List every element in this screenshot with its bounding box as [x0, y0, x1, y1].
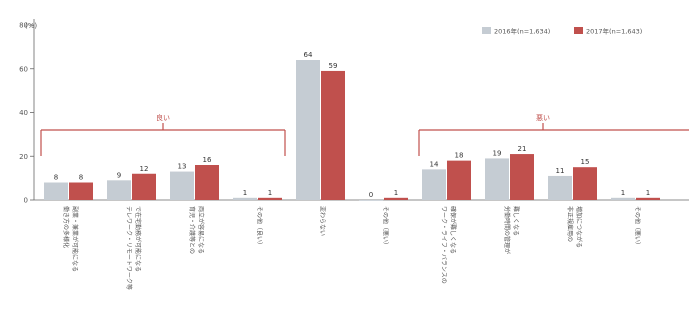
- bar-2017: [510, 154, 534, 200]
- category-label: 働き方の多様化: [62, 206, 70, 248]
- y-tick-label: 80: [19, 22, 28, 30]
- category-label: 非正規雇用の: [566, 206, 574, 242]
- bar-2017: [573, 167, 597, 200]
- value-label: 15: [581, 158, 590, 166]
- value-label: 1: [268, 189, 272, 197]
- category-label: で在宅勤務が可能になる: [134, 206, 142, 272]
- value-label: 1: [646, 189, 650, 197]
- category-label: 育児・介護等との: [188, 206, 196, 254]
- value-label: 16: [203, 156, 212, 164]
- category-label: 変わらない: [319, 206, 327, 236]
- bar-2016: [107, 180, 131, 200]
- value-label: 21: [518, 145, 527, 153]
- category-label: テレワーク・リモートワーク等: [125, 206, 133, 290]
- group-label: 悪い: [536, 114, 550, 122]
- legend-swatch: [574, 27, 583, 34]
- bar-2016: [170, 171, 194, 200]
- value-label: 11: [556, 167, 565, 175]
- value-label: 1: [621, 189, 625, 197]
- category-label: その他（悪い）: [634, 206, 642, 248]
- value-label: 1: [394, 189, 398, 197]
- bar-2016: [296, 60, 320, 200]
- bar-2016: [359, 200, 383, 201]
- bar-2016: [422, 169, 446, 200]
- value-label: 14: [430, 160, 439, 168]
- value-label: 9: [117, 171, 121, 179]
- y-tick-label: 0: [24, 197, 28, 205]
- bar-2017: [132, 173, 156, 200]
- category-label: 労働時間の管理が: [503, 206, 511, 254]
- group-label: 良い: [156, 113, 170, 122]
- bar-2016: [611, 197, 635, 200]
- value-label: 19: [493, 149, 502, 157]
- value-label: 8: [79, 174, 83, 182]
- bar-2017: [636, 197, 660, 200]
- bar-2017: [447, 160, 471, 200]
- legend: 2016年(n=1,634) 2017年(n=1,643): [482, 27, 642, 36]
- bar-2017: [321, 70, 345, 200]
- category-label: 難しくなる: [512, 206, 520, 236]
- y-tick-label: 20: [19, 153, 28, 161]
- y-tick-label: 40: [19, 109, 28, 117]
- group-brackets: 良い 悪い: [40, 113, 689, 156]
- category-label: ワーク・ライフ・バランスの: [440, 206, 447, 284]
- value-label: 1: [243, 189, 247, 197]
- bar-2016: [233, 197, 257, 200]
- value-label: 12: [140, 165, 149, 173]
- value-label: 18: [455, 152, 464, 160]
- value-label: 13: [178, 163, 187, 171]
- bar-2016: [485, 158, 509, 200]
- bar-2016: [44, 182, 68, 200]
- legend-label: 2016年(n=1,634): [494, 27, 550, 36]
- category-label: その他（悪い）: [382, 206, 390, 248]
- y-tick-label: 60: [19, 65, 28, 73]
- value-label: 59: [329, 62, 338, 70]
- bar-2017: [384, 197, 408, 200]
- bar-2017: [258, 197, 282, 200]
- value-label: 64: [304, 51, 313, 59]
- legend-swatch: [482, 27, 491, 34]
- category-label: その他（良い）: [256, 206, 264, 248]
- category-label: 増加につながる: [575, 206, 583, 248]
- legend-label: 2017年(n=1,643): [586, 27, 642, 36]
- bar-2017: [69, 182, 93, 200]
- category-label: 両立が容易になる: [197, 206, 205, 254]
- unit-label: (%): [25, 22, 37, 30]
- bar-2016: [548, 175, 572, 200]
- category-label: 副業・兼業が可能になる: [71, 206, 79, 272]
- category-label: 確保が難しくなる: [449, 206, 457, 254]
- value-label: 0: [369, 191, 373, 199]
- value-label: 8: [54, 174, 58, 182]
- bars: [44, 60, 660, 201]
- bar-2017: [195, 165, 219, 200]
- category-labels: 働き方の多様化 副業・兼業が可能になる テレワーク・リモートワーク等 で在宅勤務が可能…: [62, 206, 642, 290]
